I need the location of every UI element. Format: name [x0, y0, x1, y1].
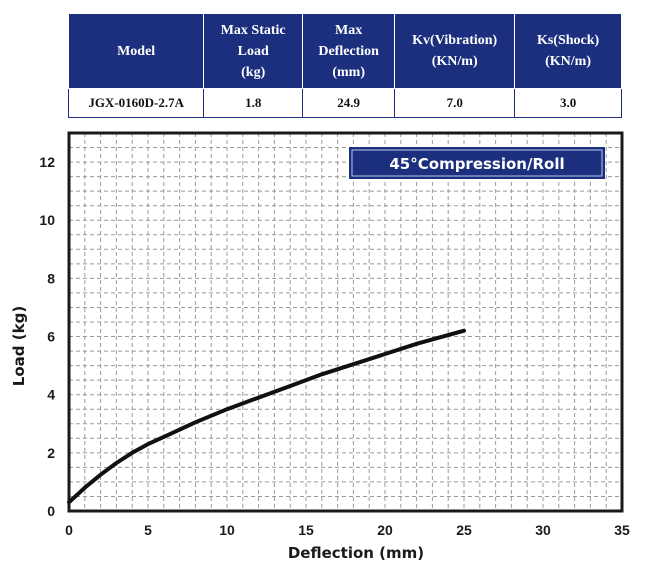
y-tick-label: 2 [47, 445, 55, 461]
tick-labels: 0 5 10 15 20 25 30 35 0 2 4 6 8 10 12 [39, 154, 630, 538]
cell-ks-shock: 3.0 [514, 88, 622, 118]
legend-background [349, 147, 605, 179]
x-tick-label: 25 [456, 522, 472, 538]
legend-inner-border [351, 149, 603, 177]
x-tick-label: 35 [614, 522, 630, 538]
y-tick-label: 8 [47, 270, 55, 286]
y-tick-label: 6 [47, 329, 55, 345]
x-tick-label: 5 [144, 522, 152, 538]
x-tick-label: 20 [377, 522, 393, 538]
x-tick-label: 30 [535, 522, 551, 538]
header-ks-shock: Ks(Shock) (KN/m) [514, 13, 622, 89]
cell-kv-vibration: 7.0 [394, 88, 516, 118]
spec-table: Model Max Static Load (kg) Max Deflectio… [67, 13, 622, 118]
header-model: Model [67, 13, 205, 89]
y-tick-label: 12 [39, 154, 55, 170]
spec-data-row: JGX-0160D-2.7A 1.8 24.9 7.0 3.0 [67, 88, 622, 118]
grid-lines [69, 133, 622, 511]
x-axis-label: Deflection (mm) [288, 544, 424, 562]
legend-box: 45°Compression/Roll [349, 147, 605, 179]
y-axis-label: Load (kg) [10, 306, 28, 386]
legend-label: 45°Compression/Roll [389, 155, 564, 173]
x-tick-label: 0 [65, 522, 73, 538]
x-tick-label: 15 [298, 522, 314, 538]
header-max-deflection: Max Deflection (mm) [302, 13, 396, 89]
cell-max-deflection: 24.9 [302, 88, 396, 118]
y-tick-label: 0 [47, 503, 55, 519]
y-tick-label: 10 [39, 212, 55, 228]
x-tick-label: 10 [219, 522, 235, 538]
spec-header-row: Model Max Static Load (kg) Max Deflectio… [67, 13, 622, 89]
header-kv-vibration: Kv(Vibration) (KN/m) [394, 13, 516, 89]
y-tick-label: 4 [47, 387, 55, 403]
plot-frame [67, 131, 624, 513]
header-max-static-load: Max Static Load (kg) [203, 13, 304, 89]
load-deflection-chart: 0 5 10 15 20 25 30 35 0 2 4 6 8 10 12 45°Compression/R… [10, 131, 630, 562]
cell-model: JGX-0160D-2.7A [67, 88, 205, 118]
series-line [67, 328, 466, 505]
